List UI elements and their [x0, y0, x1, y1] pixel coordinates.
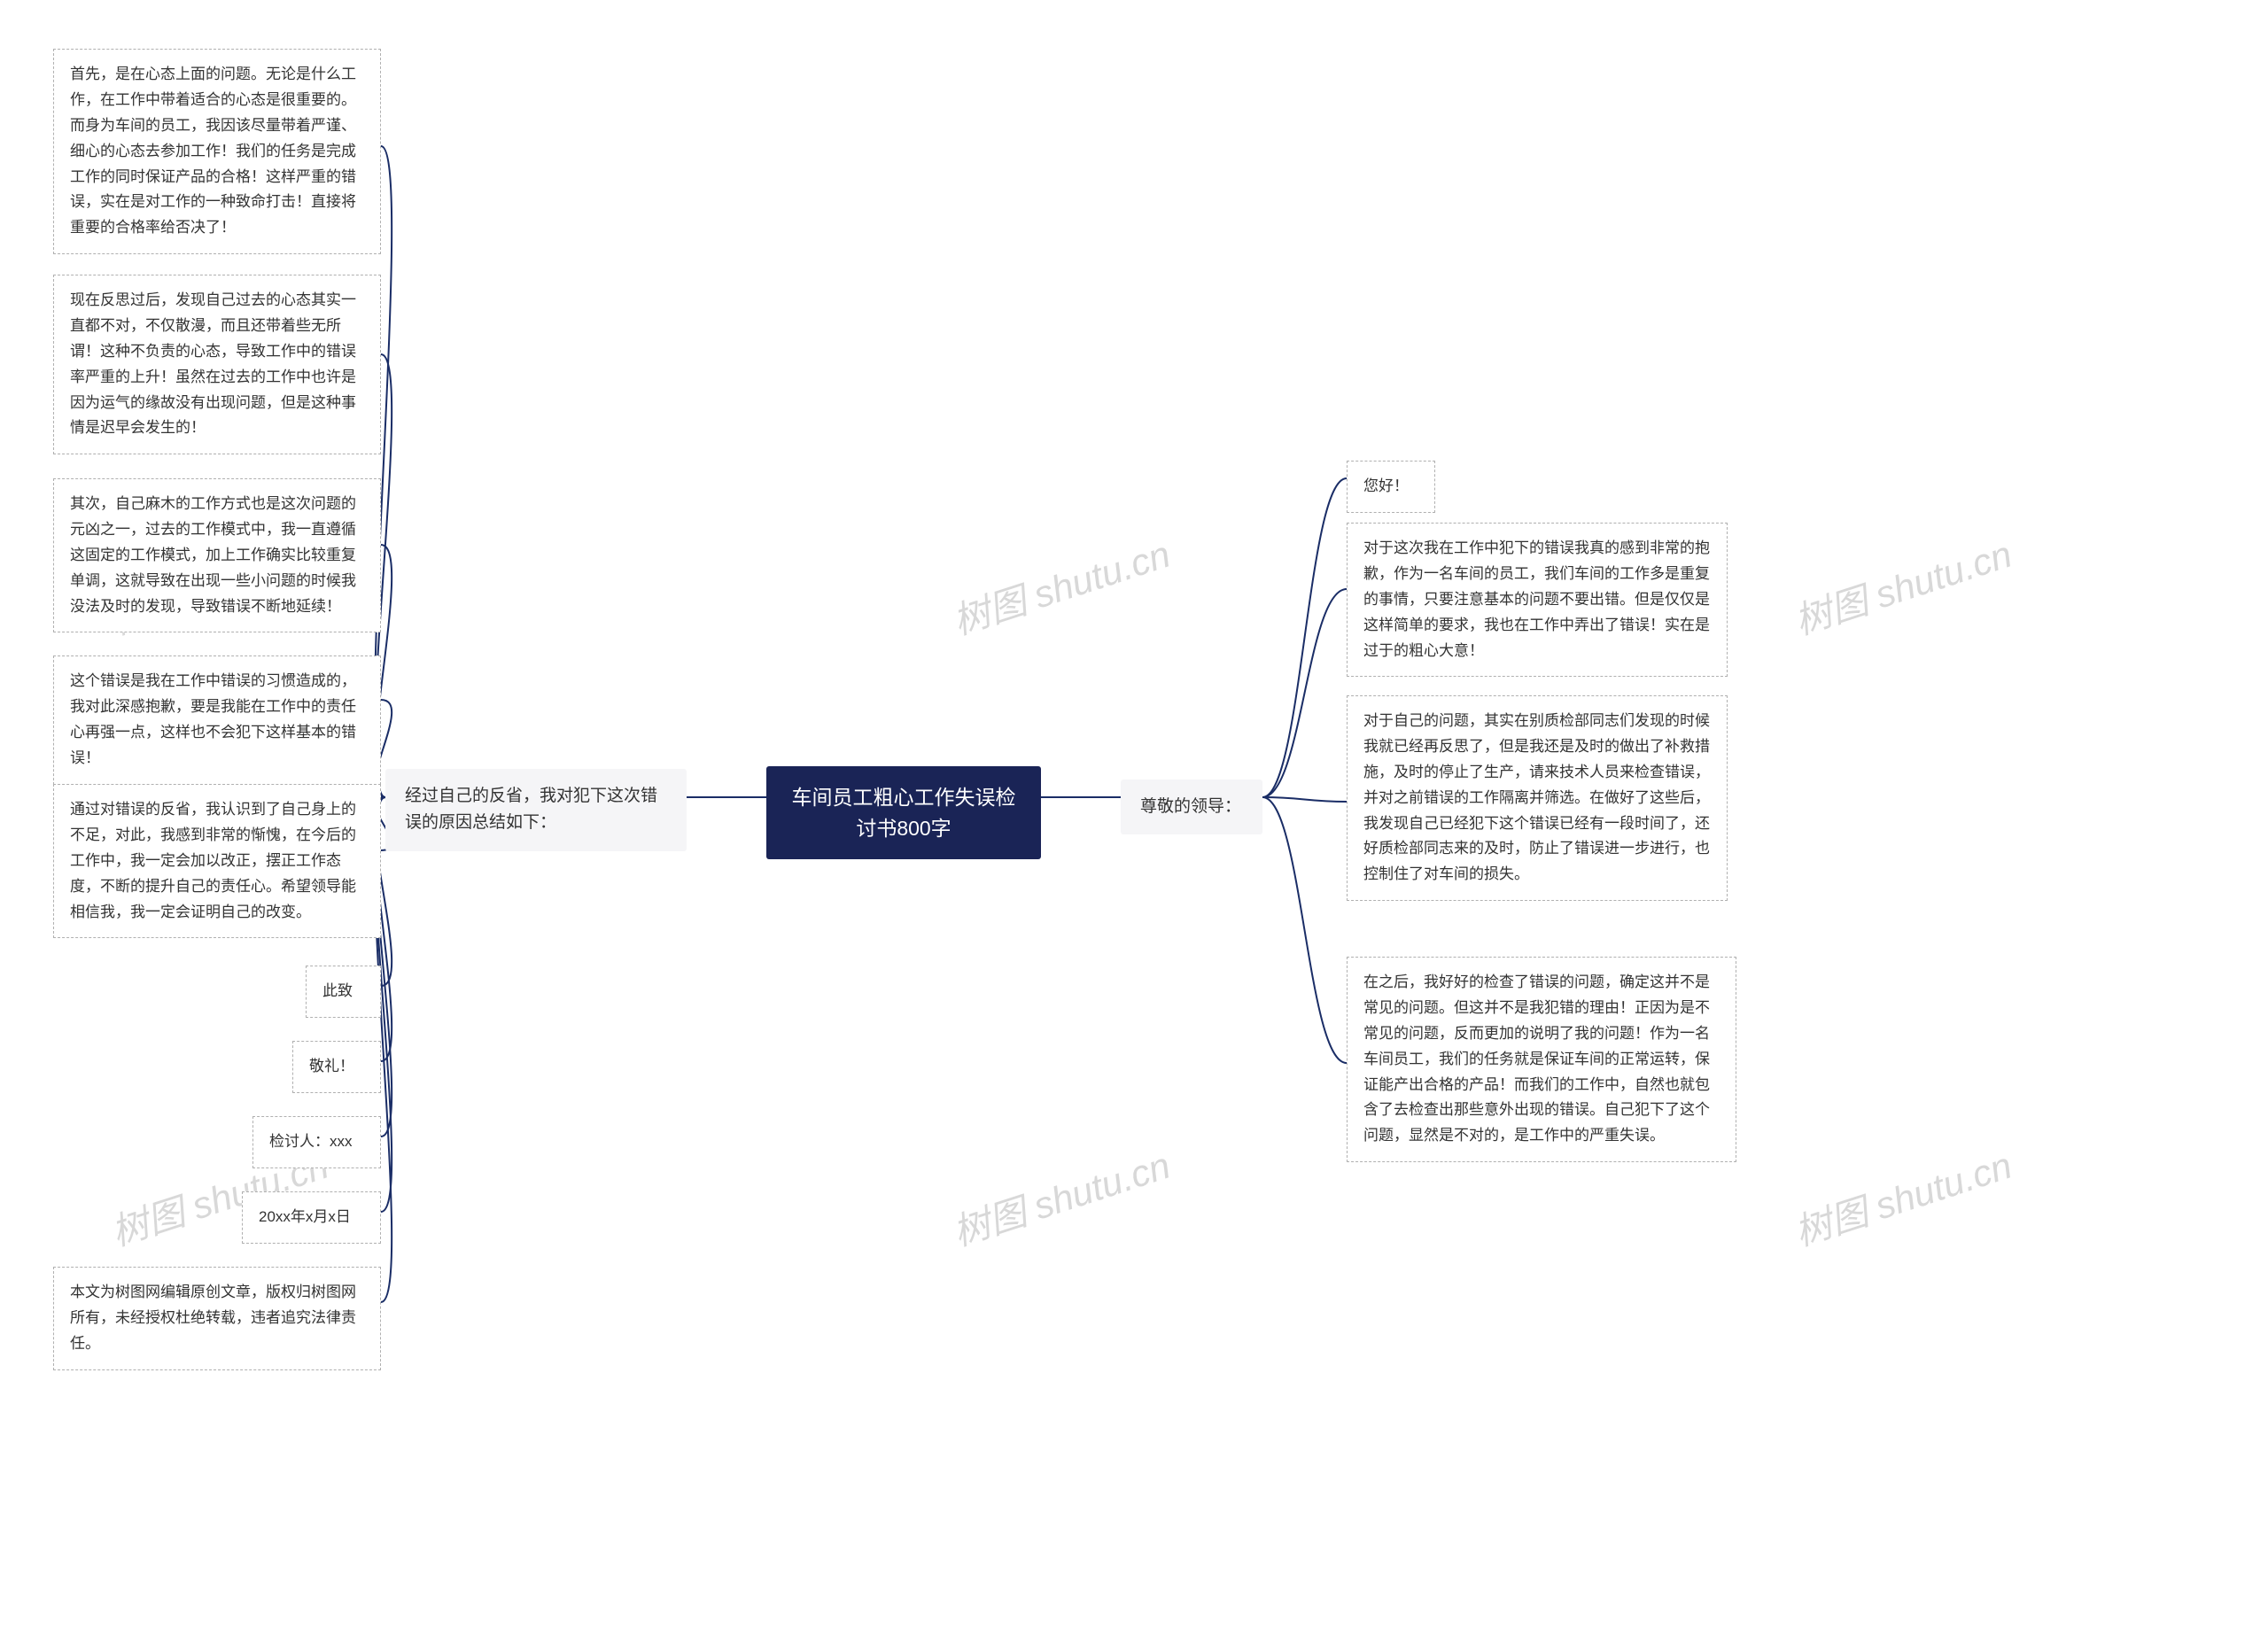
- leaf-node: 本文为树图网编辑原创文章，版权归树图网所有，未经授权杜绝转载，违者追究法律责任。: [53, 1267, 381, 1370]
- leaf-node: 现在反思过后，发现自己过去的心态其实一直都不对，不仅散漫，而且还带着些无所谓！这…: [53, 275, 381, 454]
- branch-node-left: 经过自己的反省，我对犯下这次错误的原因总结如下：: [385, 769, 687, 851]
- leaf-node: 检讨人：xxx: [252, 1116, 381, 1168]
- leaf-node: 首先，是在心态上面的问题。无论是什么工作，在工作中带着适合的心态是很重要的。而身…: [53, 49, 381, 254]
- leaf-node: 敬礼！: [292, 1041, 381, 1093]
- leaf-node: 对于自己的问题，其实在别质检部同志们发现的时候我就已经再反思了，但是我还是及时的…: [1347, 695, 1728, 901]
- leaf-node: 通过对错误的反省，我认识到了自己身上的不足，对此，我感到非常的惭愧，在今后的工作…: [53, 784, 381, 938]
- mindmap-center-node: 车间员工粗心工作失误检讨书800字: [766, 766, 1041, 859]
- watermark: 树图 shutu.cn: [945, 524, 1177, 646]
- leaf-node: 此致: [306, 966, 381, 1018]
- watermark: 树图 shutu.cn: [1787, 524, 2018, 646]
- leaf-node: 您好！: [1347, 461, 1435, 513]
- leaf-node: 20xx年x月x日: [242, 1191, 381, 1244]
- leaf-node: 其次，自己麻木的工作方式也是这次问题的元凶之一，过去的工作模式中，我一直遵循这固…: [53, 478, 381, 632]
- branch-node-right: 尊敬的领导：: [1121, 780, 1262, 834]
- watermark: 树图 shutu.cn: [1787, 1136, 2018, 1257]
- leaf-node: 在之后，我好好的检查了错误的问题，确定这并不是常见的问题。但这并不是我犯错的理由…: [1347, 957, 1736, 1162]
- watermark: 树图 shutu.cn: [945, 1136, 1177, 1257]
- leaf-node: 对于这次我在工作中犯下的错误我真的感到非常的抱歉，作为一名车间的员工，我们车间的…: [1347, 523, 1728, 677]
- leaf-node: 这个错误是我在工作中错误的习惯造成的，我对此深感抱歉，要是我能在工作中的责任心再…: [53, 655, 381, 785]
